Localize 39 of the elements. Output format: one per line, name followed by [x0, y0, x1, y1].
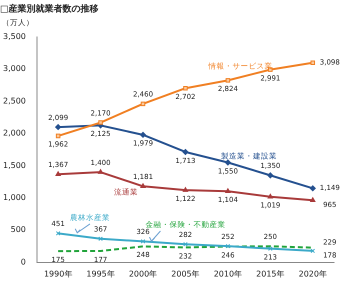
x-tick-label: 2015年 [256, 269, 285, 278]
point [310, 197, 316, 202]
x-tick-label: 1990年 [44, 269, 72, 278]
point [268, 246, 273, 251]
y-tick-label: 2,500 [2, 96, 26, 106]
point [226, 78, 230, 83]
point [224, 159, 231, 166]
point [182, 187, 188, 192]
point [310, 60, 316, 65]
point [310, 185, 316, 192]
x-tick-label: 2005年 [171, 269, 200, 278]
point [98, 120, 103, 125]
chart-title: □産業別就業者数の推移 [0, 4, 99, 15]
point [183, 86, 188, 91]
point [182, 148, 188, 155]
point [267, 172, 274, 178]
y-tick-label: 3,500 [2, 32, 26, 41]
x-tick-label: 2010年 [214, 269, 242, 278]
point [268, 194, 273, 198]
point [226, 244, 230, 248]
point [98, 169, 104, 174]
y-tick-label: 3,000 [2, 64, 26, 74]
point [140, 102, 146, 106]
point [183, 242, 188, 246]
point [98, 236, 103, 242]
point [225, 188, 231, 193]
x-tick-label: 2000年 [128, 269, 158, 278]
point [55, 171, 61, 176]
y-tick-label: 500 [10, 225, 26, 234]
x-tick-label: 1995年 [86, 269, 115, 278]
point [140, 132, 146, 138]
point [56, 134, 60, 138]
x-tick-label: 2020年 [298, 269, 327, 278]
point [140, 239, 146, 244]
y-tick-label: 1,000 [2, 193, 26, 202]
point [140, 183, 146, 188]
y-tick-label: 1,500 [2, 160, 26, 170]
y-tick-label: 0 [20, 257, 26, 266]
y-tick-label: 2,000 [2, 128, 26, 138]
